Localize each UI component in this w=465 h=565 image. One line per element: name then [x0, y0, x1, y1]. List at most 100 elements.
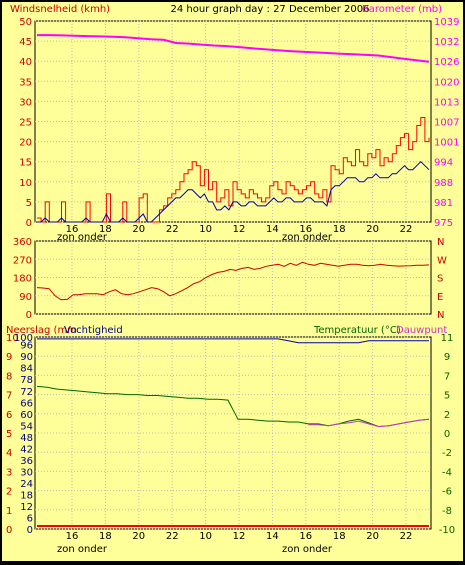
humidity-line — [37, 338, 429, 344]
rain-y-tick-label: 1 — [6, 506, 12, 517]
rain-y-tick-label: 6 — [6, 410, 12, 421]
sunset-annotation: zon onder — [282, 544, 333, 555]
x-tick-label: 22 — [166, 224, 179, 235]
barometer-y-tick-label: 975 — [434, 218, 453, 229]
x-tick-label: 16 — [66, 531, 79, 542]
temperature-y-tick-label: -10 — [439, 525, 455, 536]
barometer-y-tick-label: 1039 — [434, 17, 459, 28]
rain-y-tick-label: 9 — [6, 352, 12, 363]
wind-y-tick-label: 20 — [19, 138, 32, 149]
wind-y-tick-label: 35 — [19, 77, 32, 88]
temperature-y-tick-label: -4 — [442, 467, 452, 478]
temperature-label: Temperatuur (°C) — [313, 325, 401, 336]
temperature-y-tick-label: -6 — [442, 487, 452, 498]
barometer-y-tick-label: 994 — [434, 158, 453, 169]
rain-y-tick-label: 7 — [6, 391, 12, 402]
humidity-y-tick-label: 18 — [20, 490, 33, 501]
wind-average-line — [37, 160, 430, 223]
wind-y-tick-label: 15 — [19, 158, 32, 169]
humidity-y-tick-label: 90 — [20, 352, 33, 363]
barometer-y-tick-label: 988 — [434, 178, 453, 189]
x-tick-label: 12 — [233, 531, 246, 542]
wind-y-tick-label: 45 — [19, 37, 32, 48]
humidity-y-tick-label: 42 — [20, 444, 33, 455]
x-tick-label: 22 — [400, 224, 413, 235]
humidity-y-tick-label: 66 — [20, 398, 33, 409]
x-tick-label: 16 — [299, 224, 312, 235]
humidity-y-tick-label: 6 — [27, 513, 33, 524]
x-tick-label: 18 — [333, 531, 346, 542]
x-tick-label: 20 — [366, 224, 379, 235]
barometer-y-tick-label: 1020 — [434, 77, 459, 88]
rain-y-tick-label: 5 — [6, 429, 12, 440]
dewpoint-label: Dauwpunt — [396, 325, 447, 336]
x-tick-label: 14 — [266, 531, 279, 542]
x-tick-label: 10 — [199, 224, 212, 235]
x-tick-label: 20 — [366, 531, 379, 542]
compass-tick-label: W — [437, 255, 447, 266]
direction-y-tick-label: 0 — [26, 310, 32, 321]
x-tick-label: 22 — [400, 531, 413, 542]
humidity-y-tick-label: 78 — [20, 375, 33, 386]
wind-y-tick-label: 0 — [26, 218, 32, 229]
temperature-y-tick-label: 7 — [444, 371, 450, 382]
rain-y-tick-label: 4 — [6, 448, 12, 459]
date-header: 24 hour graph day : 27 December 2006 — [171, 4, 370, 15]
sunset-annotation: zon onder — [282, 232, 333, 243]
humidity-y-tick-label: 0 — [27, 525, 33, 536]
wind-y-tick-label: 30 — [19, 97, 32, 108]
x-tick-label: 20 — [132, 224, 145, 235]
humidity-y-tick-label: 100 — [14, 333, 33, 344]
x-tick-label: 20 — [132, 531, 145, 542]
temperature-y-tick-label: -8 — [442, 506, 452, 517]
humidity-y-tick-label: 84 — [20, 364, 33, 375]
compass-tick-label: N — [437, 237, 444, 248]
barometer-y-tick-label: 981 — [434, 198, 453, 209]
rain-y-tick-label: 2 — [6, 487, 12, 498]
humidity-y-tick-label: 96 — [20, 341, 33, 352]
direction-y-tick-label: 180 — [13, 274, 32, 285]
sunset-annotation: zon onder — [57, 544, 108, 555]
wind-header: Windsnelheid (kmh) — [10, 4, 110, 15]
wind-y-tick-label: 40 — [19, 57, 32, 68]
wind-y-tick-label: 50 — [19, 17, 32, 28]
barometer-line — [37, 34, 430, 63]
temperature-y-tick-label: 0 — [444, 429, 450, 440]
x-tick-label: 18 — [99, 531, 112, 542]
temperature-y-tick-label: 5 — [444, 391, 450, 402]
rain-y-tick-label: 10 — [6, 333, 19, 344]
x-tick-label: 18 — [99, 224, 112, 235]
barometer-y-tick-label: 1013 — [434, 97, 459, 108]
wind-direction-line — [36, 261, 430, 301]
x-tick-label: 22 — [166, 531, 179, 542]
x-tick-label: 14 — [266, 224, 279, 235]
direction-y-tick-label: 90 — [19, 292, 32, 303]
wind-y-tick-label: 5 — [26, 198, 32, 209]
rain-y-tick-label: 0 — [6, 525, 12, 536]
wind-gust-line — [37, 117, 430, 223]
sunset-annotation: zon onder — [57, 232, 108, 243]
temperature-y-tick-label: -2 — [442, 448, 452, 459]
direction-y-tick-label: 270 — [13, 255, 32, 266]
compass-tick-label: N — [437, 310, 444, 321]
barometer-y-tick-label: 1001 — [434, 138, 459, 149]
dewpoint-line — [308, 418, 430, 428]
barometer-y-tick-label: 1032 — [434, 37, 459, 48]
humidity-y-tick-label: 54 — [20, 421, 33, 432]
wind-y-tick-label: 25 — [19, 118, 32, 129]
direction-y-tick-label: 360 — [13, 237, 32, 248]
x-tick-label: 16 — [299, 531, 312, 542]
barometer-header: Barometer (mb) — [362, 4, 442, 15]
humidity-label: Vochtigheid — [64, 325, 123, 336]
rain-y-tick-label: 3 — [6, 467, 12, 478]
x-tick-label: 18 — [333, 224, 346, 235]
humidity-y-tick-label: 12 — [20, 502, 33, 513]
humidity-y-tick-label: 72 — [20, 387, 33, 398]
temperature-y-tick-label: 9 — [444, 352, 450, 363]
wind-y-tick-label: 10 — [19, 178, 32, 189]
x-tick-label: 10 — [199, 531, 212, 542]
x-tick-label: 16 — [66, 224, 79, 235]
barometer-y-tick-label: 1007 — [434, 118, 459, 129]
